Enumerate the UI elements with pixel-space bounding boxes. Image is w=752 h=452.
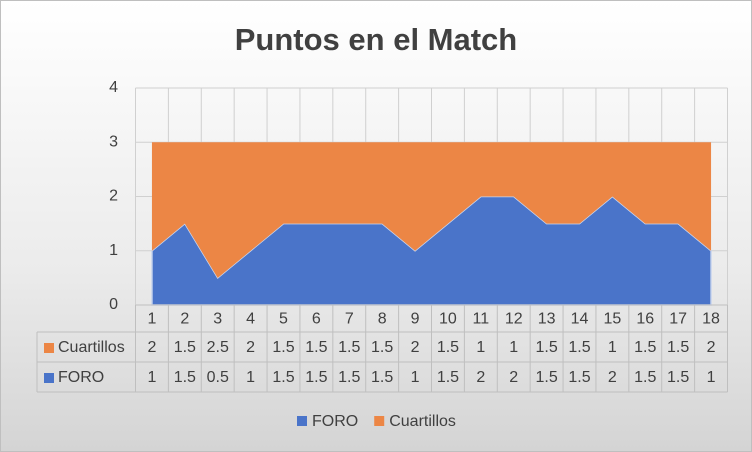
- table-cell: 1.5: [568, 339, 590, 356]
- table-cell: 2: [707, 339, 716, 356]
- table-cell: 1.5: [272, 339, 294, 356]
- table-cell: 1.5: [174, 369, 196, 386]
- table-cell: 1.5: [535, 369, 557, 386]
- x-tick-label: 6: [312, 311, 321, 328]
- table-cell: 1.5: [634, 339, 656, 356]
- table-cell: 1.5: [174, 339, 196, 356]
- table-cell: 1.5: [437, 339, 459, 356]
- table-cell: 2: [608, 369, 617, 386]
- x-tick-label: 9: [411, 311, 420, 328]
- table-cell: 1: [707, 369, 716, 386]
- table-cell: 1: [476, 339, 485, 356]
- x-tick-label: 14: [571, 311, 589, 328]
- table-legend-key: [44, 373, 54, 383]
- x-tick-label: 18: [702, 311, 720, 328]
- x-tick-label: 11: [473, 311, 490, 328]
- x-tick-label: 13: [538, 311, 556, 328]
- x-tick-label: 4: [246, 311, 255, 328]
- table-cell: 1: [147, 369, 156, 386]
- y-tick-label: 0: [109, 296, 118, 313]
- x-tick-label: 15: [603, 311, 621, 328]
- table-cell: 1.5: [305, 339, 327, 356]
- y-tick-label: 1: [109, 242, 118, 259]
- table-cell: 0.5: [207, 369, 229, 386]
- table-cell: 2: [246, 339, 255, 356]
- table-cell: 2: [411, 339, 420, 356]
- y-tick-label: 4: [109, 79, 118, 96]
- x-tick-label: 2: [180, 311, 189, 328]
- x-tick-label: 10: [439, 311, 457, 328]
- table-cell: 1.5: [634, 369, 656, 386]
- table-cell: 1.5: [338, 369, 360, 386]
- table-cell: 2: [509, 369, 518, 386]
- table-row-header: FORO: [58, 369, 104, 386]
- table-legend-key: [44, 343, 54, 353]
- y-tick-label: 3: [109, 133, 118, 150]
- table-cell: 1: [411, 369, 420, 386]
- table-cell: 1: [509, 339, 518, 356]
- y-tick-label: 2: [109, 188, 118, 205]
- table-cell: 1: [246, 369, 255, 386]
- x-tick-label: 5: [279, 311, 288, 328]
- table-cell: 2: [476, 369, 485, 386]
- table-cell: 1.5: [371, 339, 393, 356]
- x-tick-label: 3: [213, 311, 222, 328]
- legend-label: FORO: [312, 413, 358, 430]
- area: [151, 142, 712, 278]
- table-cell: 1.5: [437, 369, 459, 386]
- legend-key: [374, 416, 385, 426]
- table-cell: 1.5: [568, 369, 590, 386]
- table-cell: 1.5: [667, 339, 689, 356]
- x-tick-label: 17: [669, 311, 687, 328]
- table-cell: 2.5: [207, 339, 229, 356]
- table-cell: 1.5: [305, 369, 327, 386]
- x-tick-label: 7: [345, 311, 354, 328]
- table-cell: 1.5: [535, 339, 557, 356]
- table-cell: 2: [147, 339, 156, 356]
- x-tick-label: 8: [378, 311, 387, 328]
- table-cell: 1.5: [272, 369, 294, 386]
- table-cell: 1.5: [667, 369, 689, 386]
- table-row-header: Cuartillos: [58, 339, 125, 356]
- x-tick-label: 12: [505, 311, 523, 328]
- table-cell: 1.5: [338, 339, 360, 356]
- table-cell: 1: [608, 339, 617, 356]
- legend-key: [297, 416, 307, 426]
- x-tick-label: 1: [147, 311, 156, 328]
- table-cell: 1.5: [371, 369, 393, 386]
- chart-title: Puntos en el Match: [235, 22, 517, 57]
- legend-label: Cuartillos: [389, 413, 456, 430]
- x-tick-label: 16: [636, 311, 654, 328]
